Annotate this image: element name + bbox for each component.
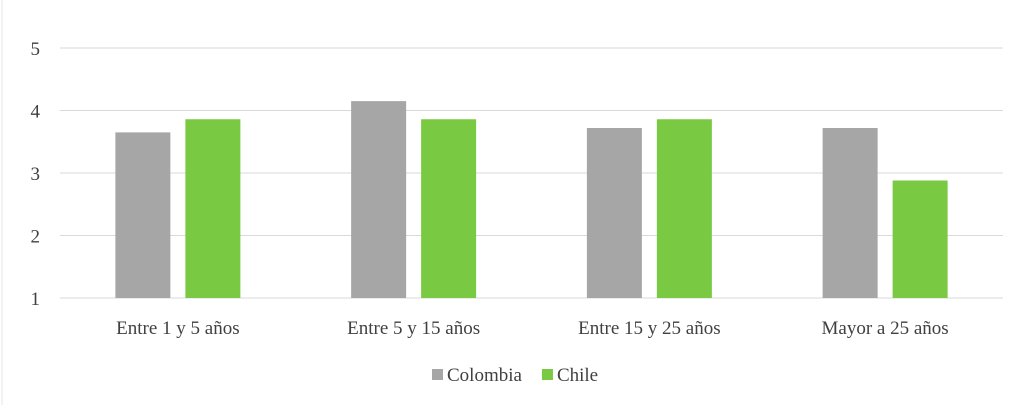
- y-tick-label: 5: [31, 39, 41, 60]
- x-axis-category-labels: Entre 1 y 5 años Entre 5 y 15 años Entre 1…: [116, 318, 949, 339]
- bar-colombia-0: [115, 132, 171, 298]
- y-axis-tick-labels: 1 2 3 4 5: [31, 39, 41, 310]
- legend: Colombia Chile: [432, 365, 598, 386]
- bar-chile-1: [421, 119, 477, 298]
- y-tick-label: 1: [31, 289, 41, 310]
- bar-colombia-3: [822, 128, 878, 298]
- y-tick-label: 4: [31, 102, 41, 123]
- bar-chile-0: [185, 119, 241, 298]
- legend-swatch-colombia: [432, 369, 443, 380]
- legend-label-chile: Chile: [557, 365, 598, 386]
- x-category-label: Entre 15 y 25 años: [578, 318, 720, 339]
- x-category-label: Entre 5 y 15 años: [347, 318, 480, 339]
- bars: [115, 101, 948, 298]
- legend-swatch-chile: [541, 369, 553, 380]
- legend-label-colombia: Colombia: [447, 365, 523, 386]
- bar-colombia-1: [351, 101, 407, 298]
- bar-colombia-2: [586, 128, 642, 298]
- x-category-label: Mayor a 25 años: [822, 318, 949, 339]
- y-tick-label: 2: [31, 227, 41, 248]
- x-category-label: Entre 1 y 5 años: [116, 318, 239, 339]
- bar-chile-3: [892, 180, 948, 298]
- bar-chile-2: [656, 119, 712, 298]
- y-tick-label: 3: [31, 164, 41, 185]
